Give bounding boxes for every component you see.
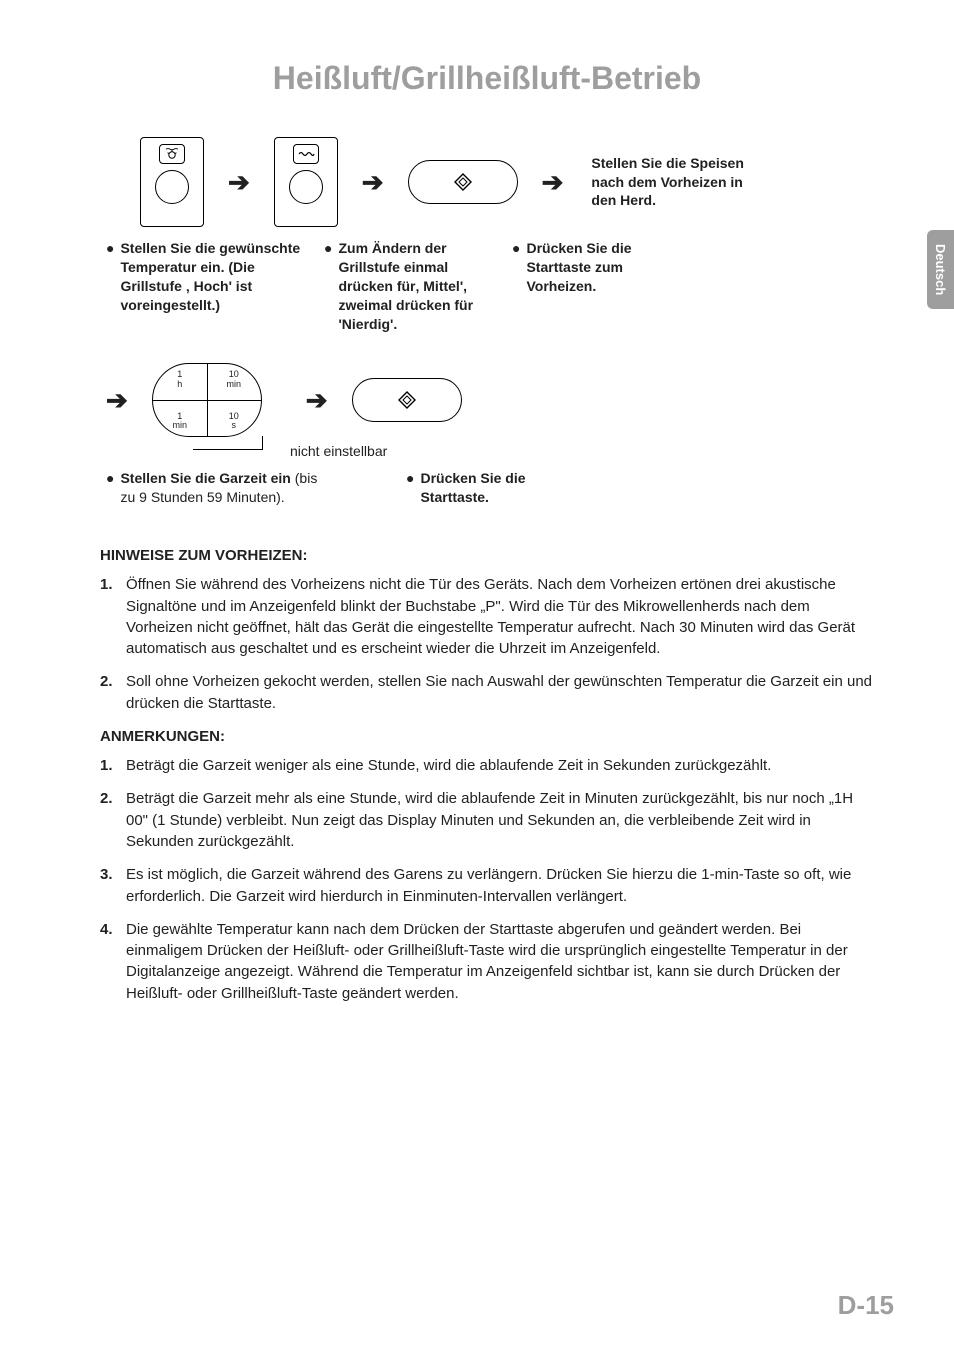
arrow-icon: ➔ — [228, 167, 250, 198]
note-item: Es ist möglich, die Garzeit während des … — [126, 864, 874, 907]
note-item: Beträgt die Garzeit weniger als eine Stu… — [126, 755, 874, 776]
start-button-2 — [352, 378, 462, 422]
notes-heading: ANMERKUNGEN: — [100, 728, 874, 745]
dial-1 — [155, 170, 189, 204]
time-captions: ●Stellen Sie die Garzeit ein (bis zu 9 S… — [106, 469, 874, 507]
language-tab: Deutsch — [927, 230, 954, 309]
hint-item: Soll ohne Vorheizen gekocht werden, stel… — [126, 671, 874, 714]
step-captions: ●Stellen Sie die gewün­schte Temperatur … — [106, 239, 874, 333]
page-title: Heißluft/Grillheißluft-Betrieb — [100, 60, 874, 97]
time-cap1-bold: Stellen Sie die Garzeit ein — [120, 470, 290, 486]
step2-text: Zum Ändern der Grillstufe einmal drücken… — [338, 240, 473, 332]
arrow-icon: ➔ — [542, 167, 564, 198]
dial-2 — [289, 170, 323, 204]
note-item: Beträgt die Garzeit mehr als eine Stunde… — [126, 788, 874, 852]
top-caption: Stellen Sie die Speisen nach dem Vorheiz… — [591, 154, 771, 211]
step-icons-row: ➔ ➔ ➔ Stellen Sie die Speisen nach dem V… — [140, 137, 874, 227]
page-number: D-15 — [838, 1290, 894, 1321]
panel-1 — [140, 137, 204, 227]
arrow-icon: ➔ — [362, 167, 384, 198]
hint-item: Öffnen Sie während des Vorheizens nicht … — [126, 574, 874, 659]
time-cap2: Drücken Sie die Starttaste. — [420, 470, 525, 505]
hints-heading: HINWEISE ZUM VORHEIZEN: — [100, 547, 874, 564]
hints-list: 1.Öffnen Sie während des Vorheizens nich… — [100, 574, 874, 714]
note-item: Die gewählte Temperatur kann nach dem Dr… — [126, 919, 874, 1004]
panel-2 — [274, 137, 338, 227]
arrow-icon: ➔ — [106, 385, 128, 416]
dial-note: nicht einstellbar — [290, 443, 874, 459]
step1-text: Stellen Sie die gewün­schte Temperatur e… — [120, 240, 300, 313]
start-button-1 — [408, 160, 518, 204]
step3-text: Drücken Sie die Starttaste zum Vorheizen… — [526, 240, 631, 294]
time-dial: 1h 10min 1min 10s — [152, 363, 262, 437]
arrow-icon: ➔ — [306, 385, 328, 416]
notes-list: 1.Beträgt die Garzeit weniger als eine S… — [100, 755, 874, 1004]
grill-icon — [293, 144, 319, 164]
time-row: ➔ 1h 10min 1min 10s ➔ — [106, 363, 874, 437]
fan-grill-icon — [159, 144, 185, 164]
